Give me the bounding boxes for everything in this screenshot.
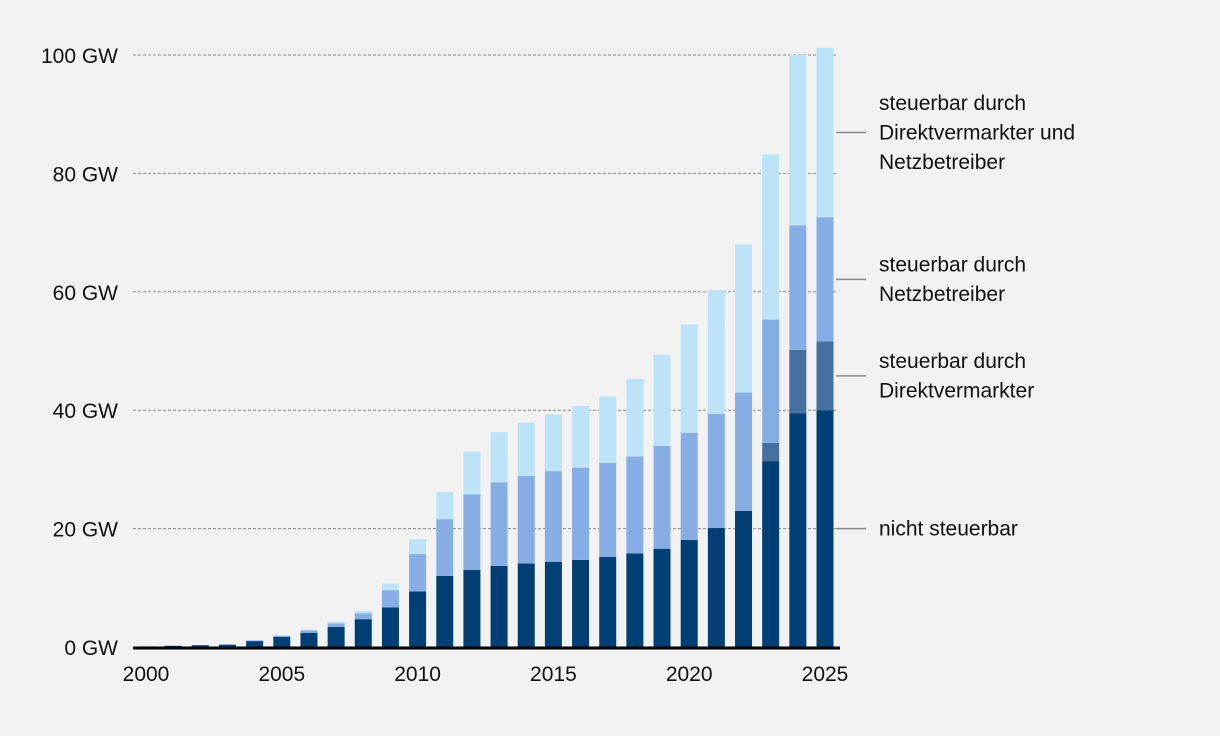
bar-segment-2018-series-2 <box>626 456 644 554</box>
bar-segment-2009-series-0 <box>381 607 399 647</box>
bar-segment-2022-series-0 <box>735 510 753 647</box>
x-tick-label: 2015 <box>530 663 577 686</box>
bar-segment-2019-series-0 <box>653 548 671 647</box>
legend-label: Direktvermarkter und <box>879 122 1075 145</box>
bar-segment-2001-series-0 <box>164 645 182 647</box>
bar-segment-2008-series-0 <box>354 619 372 647</box>
bar-segment-2010-series-2 <box>409 554 427 592</box>
bar-segment-2002-series-0 <box>191 645 209 647</box>
legend: steuerbar durch Direktvermarkter und Netzb… <box>836 92 1075 541</box>
bar-segment-2014-series-2 <box>517 475 535 564</box>
bar-segment-2008-series-3 <box>354 610 372 614</box>
bar-segment-2021-series-0 <box>707 528 725 647</box>
axes: 0 GW 20 GW 40 GW 60 GW 80 GW 100 GW 2000 2005 20… <box>41 45 848 686</box>
bar-segment-2004-series-0 <box>246 641 264 647</box>
bar-segment-2014-series-0 <box>517 563 535 647</box>
bar-segment-2022-series-3 <box>735 244 753 393</box>
bar-segment-2011-series-2 <box>436 519 454 576</box>
bar-segment-2024-series-3 <box>789 55 807 226</box>
x-tick-label: 2005 <box>258 663 305 686</box>
bar-segment-2007-series-2 <box>327 623 345 627</box>
legend-label: steuerbar durch <box>879 254 1026 277</box>
bar-segment-2005-series-2 <box>273 635 291 637</box>
bar-segment-2006-series-2 <box>300 630 318 633</box>
bar-segment-2011-series-3 <box>436 491 454 520</box>
bar-segment-2015-series-3 <box>544 414 562 472</box>
bar-segment-2024-series-2 <box>789 225 807 350</box>
bar-segment-2024-series-1 <box>789 349 807 414</box>
bar-segment-2017-series-3 <box>599 396 617 463</box>
bar-segment-2019-series-3 <box>653 354 671 446</box>
bar-segment-2007-series-3 <box>327 621 345 624</box>
legend-label: steuerbar durch <box>879 350 1026 373</box>
bar-segment-2006-series-0 <box>300 632 318 647</box>
bar-segment-2005-series-0 <box>273 636 291 647</box>
bar-segment-2020-series-0 <box>680 539 698 647</box>
bar-segment-2025-series-2 <box>816 217 834 342</box>
bar-segment-2008-series-2 <box>354 613 372 620</box>
bar-segment-2012-series-2 <box>463 494 481 571</box>
bar-segment-2023-series-0 <box>762 461 780 647</box>
bar-segment-2016-series-0 <box>572 559 590 647</box>
bar-segment-2013-series-3 <box>490 432 508 483</box>
bar-segment-2019-series-2 <box>653 445 671 549</box>
bar-segment-2025-series-0 <box>816 410 834 647</box>
x-tick-label: 2020 <box>666 663 713 686</box>
bar-segment-2025-series-3 <box>816 47 834 218</box>
bar-segment-2010-series-3 <box>409 539 427 555</box>
legend-label: Netzbetreiber <box>879 151 1005 174</box>
bar-segment-2007-series-0 <box>327 626 345 647</box>
y-tick-label: 40 GW <box>53 400 119 423</box>
legend-label: nicht steuerbar <box>879 518 1018 541</box>
bar-segment-2013-series-0 <box>490 565 508 647</box>
bar-segment-2005-series-3 <box>273 635 291 636</box>
bar-segment-2017-series-2 <box>599 462 617 558</box>
bar-segment-2020-series-2 <box>680 432 698 540</box>
x-tick-label: 2025 <box>802 663 849 686</box>
y-tick-label: 20 GW <box>53 519 119 542</box>
bar-segment-2015-series-0 <box>544 561 562 647</box>
legend-label: steuerbar durch <box>879 92 1026 115</box>
bar-segment-2020-series-3 <box>680 324 698 433</box>
gridlines <box>133 54 838 530</box>
bar-segment-2011-series-0 <box>436 575 454 647</box>
bar-segment-2024-series-0 <box>789 413 807 647</box>
y-tick-label: 60 GW <box>53 282 119 305</box>
bar-segment-2018-series-3 <box>626 378 644 457</box>
legend-label: Direktvermarkter <box>879 380 1034 403</box>
legend-label: Netzbetreiber <box>879 283 1005 306</box>
bar-segment-2003-series-0 <box>218 644 236 647</box>
bar-segment-2023-series-3 <box>762 154 780 320</box>
bar-segment-2014-series-3 <box>517 422 535 476</box>
bar-segment-2023-series-2 <box>762 319 780 443</box>
x-tick-label: 2010 <box>394 663 441 686</box>
bar-segment-2018-series-0 <box>626 553 644 647</box>
bar-segment-2022-series-2 <box>735 392 753 511</box>
bar-segment-2015-series-2 <box>544 471 562 562</box>
bar-segment-2012-series-0 <box>463 570 481 647</box>
bar-segment-2004-series-2 <box>246 640 264 642</box>
bars <box>137 47 834 647</box>
bar-segment-2021-series-2 <box>707 413 725 529</box>
bar-segment-2017-series-0 <box>599 557 617 647</box>
bar-segment-2006-series-3 <box>300 629 318 631</box>
bar-segment-2016-series-3 <box>572 406 590 468</box>
y-tick-label: 100 GW <box>41 45 118 68</box>
bar-segment-2021-series-3 <box>707 290 725 414</box>
y-tick-label: 80 GW <box>53 163 119 186</box>
bar-segment-2009-series-3 <box>381 583 399 591</box>
bar-segment-2013-series-2 <box>490 482 508 566</box>
x-tick-label: 2000 <box>123 663 170 686</box>
bar-segment-2012-series-3 <box>463 451 481 495</box>
bar-segment-2023-series-1 <box>762 442 780 462</box>
bar-segment-2016-series-2 <box>572 467 590 560</box>
y-tick-label: 0 GW <box>64 637 118 660</box>
bar-segment-2025-series-1 <box>816 341 834 411</box>
bar-segment-2009-series-2 <box>381 590 399 608</box>
bar-segment-2010-series-0 <box>409 591 427 647</box>
